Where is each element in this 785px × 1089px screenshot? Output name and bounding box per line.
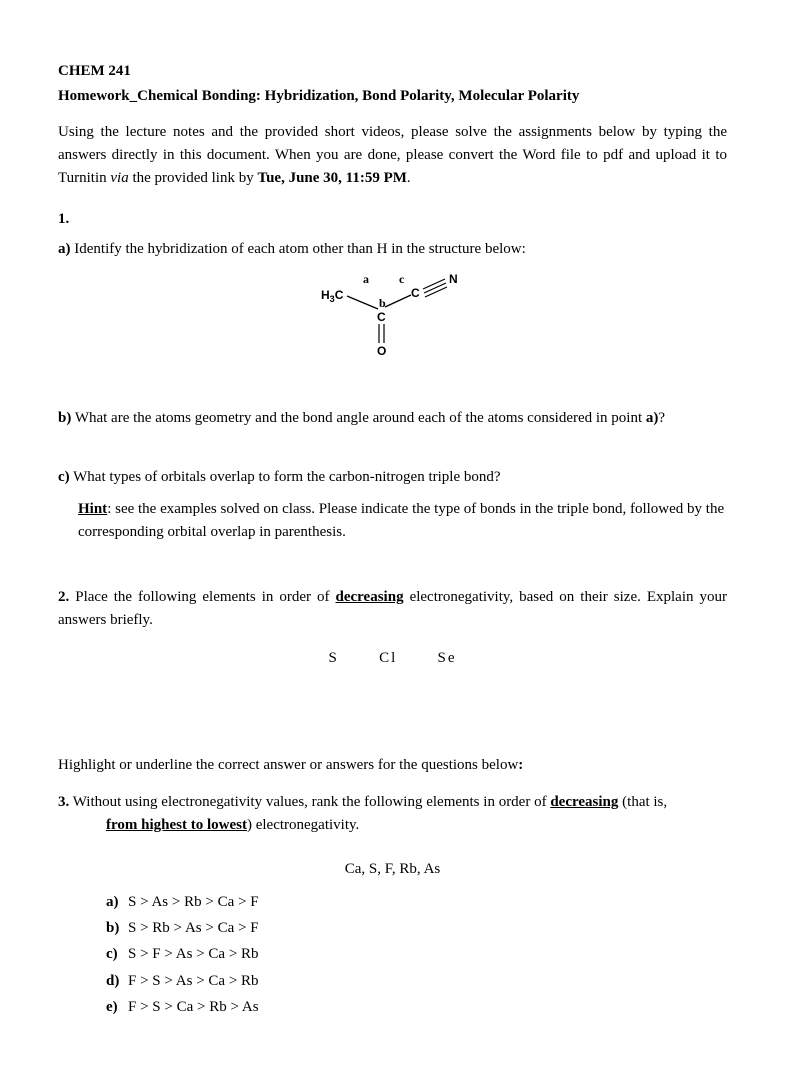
molecule-diagram: H3C a b c C bbox=[58, 269, 727, 369]
intro-paragraph: Using the lecture notes and the provided… bbox=[58, 121, 727, 191]
q3: 3. Without using electronegativity value… bbox=[58, 791, 727, 838]
assignment-title: Homework_Chemical Bonding: Hybridization… bbox=[58, 85, 727, 108]
q1b-text-b: a) bbox=[646, 410, 659, 426]
q3-elements: Ca, S, F, Rb, As bbox=[58, 858, 727, 881]
q1c-text: What types of orbitals overlap to form t… bbox=[70, 469, 501, 485]
atom-n: N bbox=[449, 272, 458, 286]
q3-text-a: Without using electronegativity values, … bbox=[69, 794, 550, 810]
q3-text-b: (that is, bbox=[618, 794, 667, 810]
q2-decreasing: decreasing bbox=[336, 589, 404, 605]
choice-e: e)F > S > Ca > Rb > As bbox=[106, 996, 727, 1019]
choice-a-label: a) bbox=[106, 891, 128, 914]
q1b-text-a: What are the atoms geometry and the bond… bbox=[71, 410, 646, 426]
choice-b-text: S > Rb > As > Ca > F bbox=[128, 920, 259, 936]
q3-number: 3. bbox=[58, 794, 69, 810]
q2: 2. Place the following elements in order… bbox=[58, 586, 727, 633]
label-a: a bbox=[363, 272, 369, 286]
choice-b: b)S > Rb > As > Ca > F bbox=[106, 917, 727, 940]
document-page: CHEM 241 Homework_Chemical Bonding: Hybr… bbox=[0, 0, 785, 1089]
hint-label: Hint bbox=[78, 501, 107, 517]
q1b-label: b) bbox=[58, 410, 71, 426]
intro-text-b: the provided link by bbox=[129, 170, 258, 186]
q1b: b) What are the atoms geometry and the b… bbox=[58, 407, 727, 430]
q1c: c) What types of orbitals overlap to for… bbox=[58, 466, 727, 489]
choice-e-label: e) bbox=[106, 996, 128, 1019]
q3-from: from highest to lowest bbox=[106, 817, 247, 833]
label-b: b bbox=[379, 296, 386, 310]
atom-o: O bbox=[377, 344, 386, 358]
atom-h3c: H3C bbox=[321, 288, 344, 304]
q3-text-c: ) electronegativity. bbox=[247, 817, 359, 833]
q2-elements: S Cl Se bbox=[58, 647, 727, 670]
choice-c-label: c) bbox=[106, 943, 128, 966]
label-c: c bbox=[399, 272, 405, 286]
choice-b-label: b) bbox=[106, 917, 128, 940]
q1a: a) Identify the hybridization of each at… bbox=[58, 238, 727, 261]
instr-text: Highlight or underline the correct answe… bbox=[58, 757, 518, 773]
intro-via: via bbox=[110, 170, 128, 186]
choice-c: c)S > F > As > Ca > Rb bbox=[106, 943, 727, 966]
instr-colon: : bbox=[518, 757, 523, 773]
q1a-label: a) bbox=[58, 241, 71, 257]
q1c-label: c) bbox=[58, 469, 70, 485]
q3-decreasing: decreasing bbox=[550, 794, 618, 810]
q1c-hint: Hint: see the examples solved on class. … bbox=[58, 498, 727, 545]
q2-number: 2. bbox=[58, 589, 69, 605]
q2-text-a: Place the following elements in order of bbox=[69, 589, 335, 605]
choice-a-text: S > As > Rb > Ca > F bbox=[128, 894, 259, 910]
choice-c-text: S > F > As > Ca > Rb bbox=[128, 946, 259, 962]
molecule-svg: H3C a b c C bbox=[303, 269, 483, 361]
course-code: CHEM 241 bbox=[58, 60, 727, 83]
choice-e-text: F > S > Ca > Rb > As bbox=[128, 999, 259, 1015]
choice-a: a)S > As > Rb > Ca > F bbox=[106, 891, 727, 914]
atom-c-carbonyl: C bbox=[377, 310, 386, 324]
atom-c-nitrile: C bbox=[411, 286, 420, 300]
q1b-text-c: ? bbox=[658, 410, 665, 426]
intro-deadline: Tue, June 30, 11:59 PM bbox=[257, 170, 406, 186]
hint-text: : see the examples solved on class. Plea… bbox=[78, 501, 724, 540]
choice-d: d)F > S > As > Ca > Rb bbox=[106, 970, 727, 993]
q1-number: 1. bbox=[58, 208, 727, 231]
intro-period: . bbox=[407, 170, 411, 186]
choice-d-text: F > S > As > Ca > Rb bbox=[128, 973, 259, 989]
q1a-text: Identify the hybridization of each atom … bbox=[71, 241, 526, 257]
instruction-line: Highlight or underline the correct answe… bbox=[58, 754, 727, 777]
q3-choices: a)S > As > Rb > Ca > F b)S > Rb > As > C… bbox=[58, 891, 727, 1019]
choice-d-label: d) bbox=[106, 970, 128, 993]
